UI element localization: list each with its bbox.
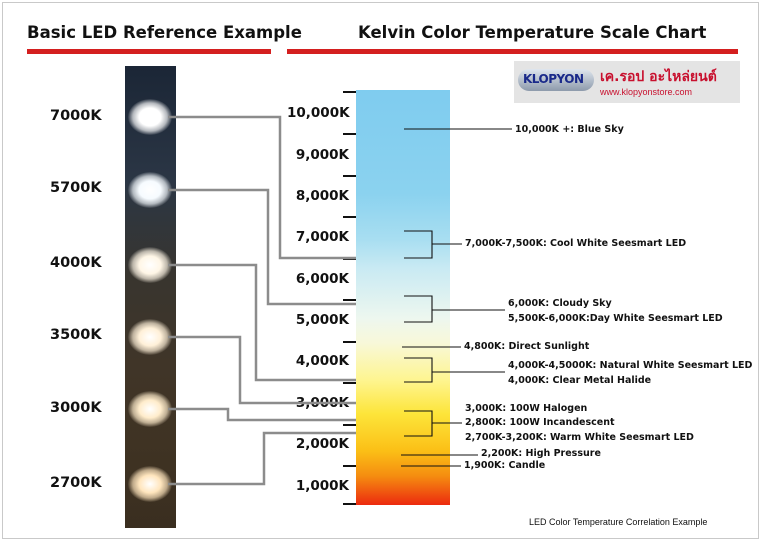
kelvin-label-7000: 7,000K xyxy=(295,229,349,245)
scale-tick xyxy=(343,216,356,218)
connector-3500k xyxy=(168,335,356,405)
annotation-sunlight: 4,800K: Direct Sunlight xyxy=(464,341,590,352)
led-4000k xyxy=(128,247,172,283)
car-logo-icon: KLOPYON xyxy=(518,69,594,91)
bracket-cloudy xyxy=(404,295,433,323)
led-5700k xyxy=(128,172,172,208)
bracket-natural-white xyxy=(404,357,433,383)
led-label-5700k: 5700K xyxy=(50,180,102,196)
annotation-natural-white: 4,000K-4,5000K: Natural White Seesmart L… xyxy=(508,360,753,371)
chart-frame xyxy=(2,2,759,539)
kelvin-label-10000: 10,000K xyxy=(287,105,350,121)
connector-4000k xyxy=(168,263,356,382)
annotation-metal-halide: 4,000K: Clear Metal Halide xyxy=(508,375,652,386)
scale-tick xyxy=(343,503,356,505)
footer-caption: LED Color Temperature Correlation Exampl… xyxy=(529,517,708,527)
bracket-warm xyxy=(404,410,433,437)
kelvin-label-2000: 2,000K xyxy=(295,436,349,452)
annotation-incandescent: 2,800K: 100W Incandescent xyxy=(465,417,615,428)
led-label-7000k: 7000K xyxy=(50,108,102,124)
led-3500k xyxy=(128,319,172,355)
scale-tick xyxy=(343,424,356,426)
logo-url: www.klopyonstore.com xyxy=(600,87,693,97)
connector-5700k xyxy=(168,188,356,306)
annotation-blue-sky: 10,000K +: Blue Sky xyxy=(515,124,624,135)
annotation-halogen: 3,000K: 100W Halogen xyxy=(465,403,588,414)
connector-2700k xyxy=(168,431,356,486)
kelvin-label-8000: 8,000K xyxy=(295,188,349,204)
annotation-cloudy: 6,000K: Cloudy Sky xyxy=(508,298,612,309)
led-7000k xyxy=(128,99,172,135)
kelvin-label-4000: 4,000K xyxy=(295,353,349,369)
store-logo: KLOPYON เค.รอป อะไหล่ยนต์ www.klopyonsto… xyxy=(514,61,740,103)
color-temperature-gradient-bar xyxy=(356,90,450,505)
logo-shop-name: เค.รอป อะไหล่ยนต์ xyxy=(600,69,717,85)
scale-tick xyxy=(343,133,356,135)
scale-tick xyxy=(343,299,356,301)
led-label-3500k: 3500K xyxy=(50,327,102,343)
annotation-warm-white: 2,700K-3,200K: Warm White Seesmart LED xyxy=(465,432,694,443)
scale-tick xyxy=(343,91,356,93)
kelvin-label-6000: 6,000K xyxy=(295,271,349,287)
scale-tick xyxy=(343,465,356,467)
logo-brand-text: KLOPYON xyxy=(523,72,584,86)
kelvin-label-1000: 1,000K xyxy=(295,478,349,494)
led-label-4000k: 4000K xyxy=(50,255,102,271)
led-strip xyxy=(125,66,176,528)
led-reference-title: Basic LED Reference Example xyxy=(27,23,302,42)
annotation-cool-white: 7,000K-7,500K: Cool White Seesmart LED xyxy=(465,238,687,249)
scale-tick xyxy=(343,382,356,384)
kelvin-scale-title: Kelvin Color Temperature Scale Chart xyxy=(358,23,707,42)
kelvin-label-9000: 9,000K xyxy=(295,147,349,163)
kelvin-label-5000: 5,000K xyxy=(295,312,349,328)
scale-tick xyxy=(343,341,356,343)
annotation-day-white: 5,500K-6,000K:Day White Seesmart LED xyxy=(508,313,723,324)
led-2700k xyxy=(128,466,172,502)
annotation-candle: 1,900K: Candle xyxy=(464,460,546,471)
right-title-underline xyxy=(287,49,738,54)
led-label-3000k: 3000K xyxy=(50,400,102,416)
led-label-2700k: 2700K xyxy=(50,475,102,491)
connector-3000k xyxy=(168,407,356,422)
connector-7000k xyxy=(168,115,356,260)
bracket-cool-white xyxy=(404,230,433,259)
left-title-underline xyxy=(27,49,271,54)
annotation-high-pressure: 2,200K: High Pressure xyxy=(481,448,601,459)
scale-tick xyxy=(343,175,356,177)
led-3000k xyxy=(128,391,172,427)
